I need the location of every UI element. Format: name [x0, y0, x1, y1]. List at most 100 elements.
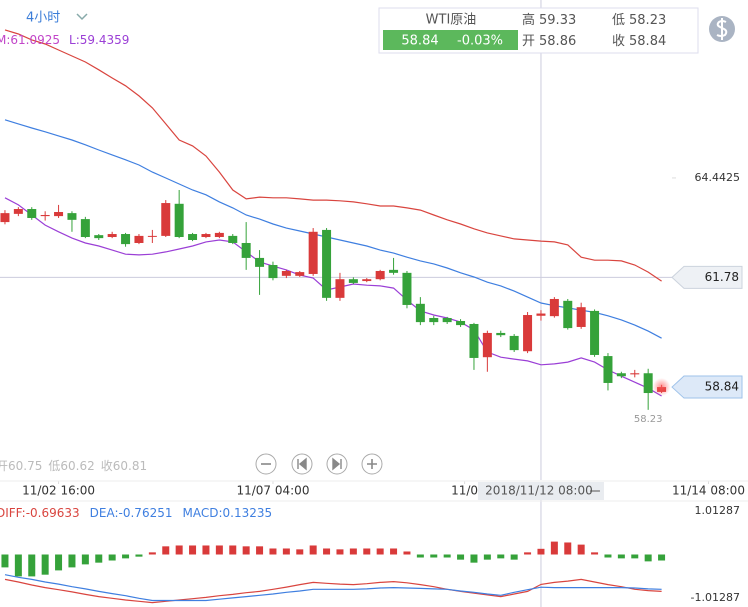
candle-body — [161, 203, 171, 236]
macd-bar — [68, 554, 76, 568]
zoom-out[interactable] — [255, 453, 277, 475]
macd-bar — [95, 554, 103, 563]
quote-stats: 高 59.33 低 58.23 开 58.86 收 58.84 — [522, 12, 666, 49]
macd-bar — [323, 548, 331, 555]
candle-body — [643, 373, 653, 394]
candle-body — [509, 335, 519, 351]
candle-body — [442, 318, 452, 323]
macd-bar — [336, 549, 344, 555]
next[interactable] — [326, 453, 348, 475]
candle-body — [549, 298, 559, 317]
candle-body — [295, 272, 305, 276]
ohlc-value: 60.62 — [60, 459, 94, 473]
x-tick-label: 11/07 04:00 — [236, 484, 309, 498]
quote-last: 58.84 — [401, 34, 438, 49]
quote-name: WTI原油 — [426, 13, 477, 28]
macd-bar — [108, 554, 116, 561]
macd-bar — [242, 546, 250, 555]
candle-body — [281, 270, 291, 276]
quote-change-box — [383, 30, 518, 50]
candle-body — [268, 265, 278, 279]
candle-body — [40, 214, 50, 217]
prev[interactable] — [291, 453, 313, 475]
macd-y-tick-label: -1.01287 — [691, 591, 740, 604]
candle-body — [496, 332, 506, 336]
macd-legend-value: -0.69633 — [26, 506, 80, 520]
stat-value: 59.33 — [539, 13, 576, 28]
macd-bar — [256, 546, 264, 555]
y-tick-label: 64.4425 — [695, 171, 741, 184]
macd-legend-label: DEA: — [90, 506, 119, 520]
band-legend-label: L: — [69, 33, 80, 47]
macd-legend-label: DIFF: — [0, 506, 26, 520]
band-legend-value: 59.4359 — [80, 33, 130, 47]
candle-body — [362, 279, 372, 282]
macd-bar — [81, 554, 89, 565]
macd-bar — [443, 554, 451, 558]
candle-body — [576, 307, 586, 327]
candle-body — [630, 373, 640, 375]
x-tick-label: 11/0 — [451, 484, 478, 498]
macd-bar — [135, 554, 143, 557]
candle-body — [389, 269, 399, 273]
macd-bar — [483, 554, 491, 560]
candle-body — [308, 231, 318, 274]
macd-bar — [550, 541, 558, 555]
macd-bar — [604, 554, 612, 558]
candle-body — [415, 303, 425, 323]
zoom-in[interactable] — [361, 453, 383, 475]
stat-value: 58.84 — [629, 34, 666, 49]
chevron — [76, 13, 88, 21]
macd-bar — [28, 554, 36, 577]
candle-body — [228, 235, 238, 243]
macd-bar — [202, 545, 210, 555]
candle-body — [174, 203, 184, 238]
macd-bar — [55, 554, 63, 571]
band-legend-label: M: — [0, 33, 10, 47]
candle-body — [603, 356, 613, 383]
crosshair-price-box — [671, 265, 743, 289]
macd-bar — [189, 545, 197, 555]
next-icon — [332, 457, 342, 471]
price-plot — [0, 0, 672, 480]
candle-body — [563, 300, 573, 329]
candle-body — [80, 219, 90, 238]
candle-body — [375, 270, 385, 280]
middle-band — [4, 119, 662, 339]
candle-body — [201, 234, 211, 238]
candle-body — [13, 209, 23, 214]
macd-bar — [175, 545, 183, 555]
price-alert[interactable] — [709, 16, 735, 42]
macd-plot — [1, 500, 666, 607]
macd-legend: DIFF:-0.69633 DEA:-0.76251 MACD:0.13235 — [0, 506, 272, 520]
macd-bar — [41, 554, 49, 575]
candle-body — [67, 213, 77, 220]
ohlc-value: 60.81 — [113, 459, 147, 473]
stat-label: 收 — [612, 34, 625, 49]
macd-bar — [282, 548, 290, 555]
ohlc-label: 开 — [0, 459, 8, 473]
macd-legend-label: MACD: — [182, 506, 222, 520]
candle-body — [348, 279, 358, 283]
period[interactable]: 4小时 — [26, 11, 60, 26]
macd-bar — [390, 548, 398, 555]
macd-bar — [215, 545, 223, 555]
candle-body — [429, 318, 439, 323]
macd-bar — [148, 552, 156, 555]
stat-label: 低 — [612, 13, 625, 28]
prev-icon — [297, 457, 307, 471]
candle-body — [134, 235, 144, 243]
macd-bar — [14, 554, 22, 577]
candle-body — [536, 313, 546, 316]
macd-bar — [497, 554, 505, 559]
stat-label: 高 — [522, 12, 535, 28]
candle-body — [214, 232, 224, 238]
quote-stat: 收 58.84 — [612, 34, 666, 49]
period-dropdown[interactable]: 4小时 — [26, 11, 88, 26]
upper-band — [4, 29, 662, 282]
x-tick-label: 11/14 08:00 — [672, 484, 745, 498]
candle-body — [456, 320, 466, 326]
candle-body — [94, 235, 104, 239]
